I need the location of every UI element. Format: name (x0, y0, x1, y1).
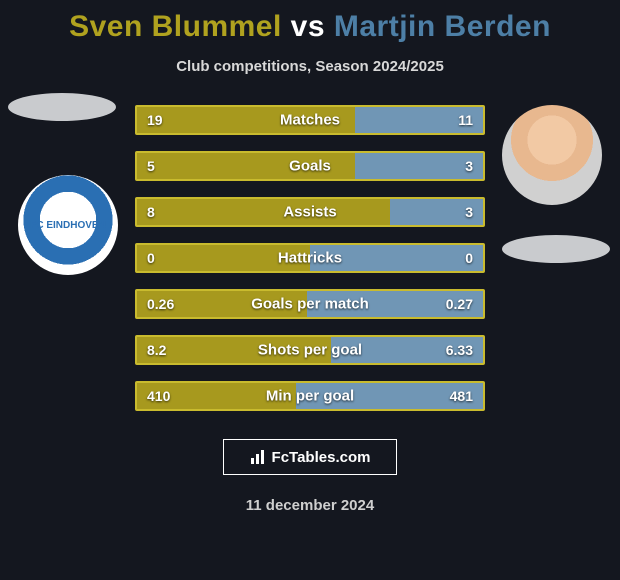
fctables-logo: FcTables.com (223, 439, 397, 475)
stat-row: Assists83 (135, 197, 485, 227)
club-logo-icon: FC EINDHOVEN (18, 175, 118, 275)
stat-bars: Matches1911 Goals53 Assists83 Hattricks00 Go… (135, 105, 485, 411)
page-title: Sven Blummel vs Martjin Berden (0, 0, 620, 44)
title-vs: vs (282, 10, 334, 43)
footer-date: 11 december 2024 (0, 497, 620, 514)
stat-seg-right (331, 337, 483, 363)
title-player-left: Sven Blummel (69, 10, 282, 43)
stat-seg-left (137, 291, 307, 317)
player-left-avatar: FC EINDHOVEN (18, 175, 118, 275)
stat-seg-left (137, 337, 331, 363)
stat-row: Hattricks00 (135, 243, 485, 273)
stat-seg-left (137, 153, 355, 179)
stat-seg-left (137, 199, 390, 225)
stat-seg-left (137, 107, 355, 133)
avatar-shadow-right (502, 235, 610, 263)
stat-row: Shots per goal8.26.33 (135, 335, 485, 365)
stat-seg-right (296, 383, 483, 409)
title-player-right: Martjin Berden (334, 10, 551, 43)
bars-icon (250, 448, 268, 466)
logo-text: FcTables.com (272, 449, 371, 466)
stat-seg-left (137, 245, 310, 271)
stat-seg-right (355, 153, 483, 179)
stat-row: Matches1911 (135, 105, 485, 135)
stat-row: Min per goal410481 (135, 381, 485, 411)
stat-row: Goals per match0.260.27 (135, 289, 485, 319)
stat-seg-right (355, 107, 483, 133)
subtitle: Club competitions, Season 2024/2025 (0, 58, 620, 75)
stat-row: Goals53 (135, 151, 485, 181)
comparison-panel: FC EINDHOVEN Matches1911 Goals53 Assists83… (0, 105, 620, 411)
avatar-shadow-left (8, 93, 116, 121)
face-icon (502, 105, 602, 205)
stat-seg-right (307, 291, 483, 317)
stat-seg-right (310, 245, 483, 271)
stat-seg-right (390, 199, 483, 225)
player-right-avatar (502, 105, 602, 205)
stat-seg-left (137, 383, 296, 409)
